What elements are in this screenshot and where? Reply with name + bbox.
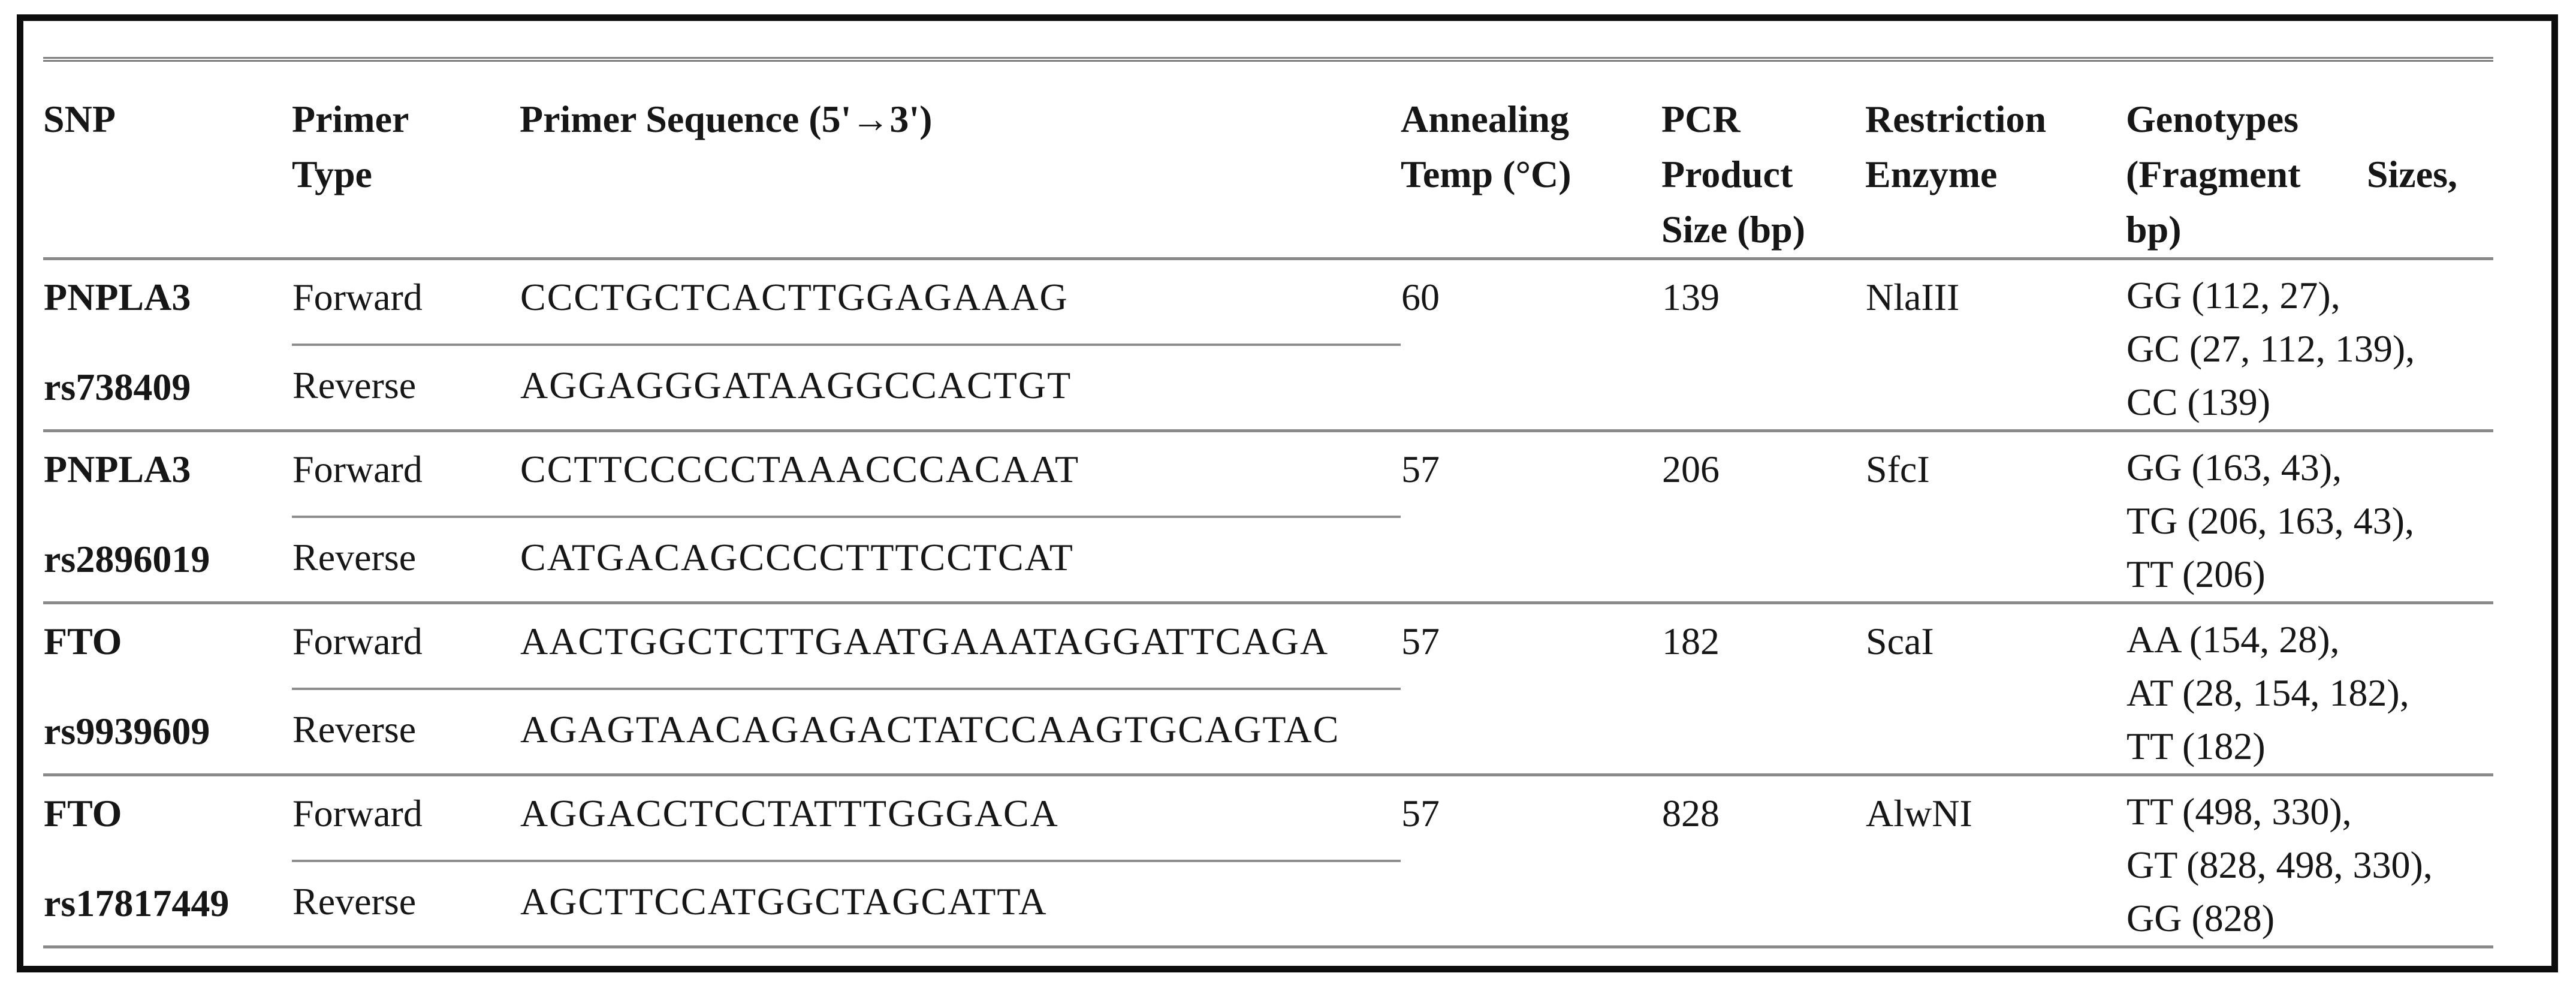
- genotype-line: TT (182): [2126, 725, 2266, 767]
- table-row: PNPLA3 rs2896019 Forward CCTTCCCCCTAAACC…: [43, 430, 2493, 604]
- snp-rsid: rs17817449: [44, 882, 230, 924]
- pcr-product-size-cell: 206: [1661, 430, 1865, 604]
- primer-sequence-cell: AACTGGCTCTTGAATGAAATAGGATTCAGA: [520, 603, 1401, 690]
- genotype-line: TG (206, 163, 43),: [2126, 499, 2414, 542]
- primer-sequence-cell: AGAGTAACAGAGACTATCCAAGTGCAGTAC: [520, 689, 1401, 776]
- col-header-snp: SNP: [43, 57, 292, 260]
- genotypes-cell: TT (498, 330), GT (828, 498, 330), GG (8…: [2126, 775, 2493, 948]
- restriction-enzyme-cell: ScaI: [1865, 603, 2126, 776]
- primer-sequence-cell: AGGAGGGATAAGGCCACTGT: [520, 345, 1401, 432]
- annealing-temp-cell: 57: [1401, 603, 1661, 776]
- table-row: Reverse AGGAGGGATAAGGCCACTGT: [43, 345, 2493, 432]
- annealing-temp-cell: 57: [1401, 430, 1661, 604]
- primers-table: SNP Primer Type Primer Sequence (5'→3') …: [43, 57, 2493, 948]
- primer-sequence-cell: AGGACCTCCTATTTGGGACA: [520, 775, 1401, 862]
- primer-type-cell: Reverse: [292, 517, 520, 604]
- restriction-enzyme-cell: AlwNI: [1865, 775, 2126, 948]
- primer-type-cell: Forward: [292, 258, 520, 346]
- snp-cell: PNPLA3 rs2896019: [43, 430, 292, 604]
- table-header: SNP Primer Type Primer Sequence (5'→3') …: [43, 57, 2493, 260]
- table-row: Reverse AGAGTAACAGAGACTATCCAAGTGCAGTAC: [43, 689, 2493, 776]
- pcr-product-size-cell: 828: [1661, 775, 1865, 948]
- primer-sequence-cell: CCCTGCTCACTTGGAGAAAG: [520, 258, 1401, 346]
- primer-type-cell: Reverse: [292, 861, 520, 948]
- col-header-restriction-enzyme: Restriction Enzyme: [1865, 57, 2126, 260]
- genotypes-cell: GG (112, 27), GC (27, 112, 139), CC (139…: [2126, 258, 2493, 432]
- genotype-line: AA (154, 28),: [2126, 618, 2340, 661]
- snp-rsid: rs9939609: [44, 710, 210, 752]
- col-header-primer-type: Primer Type: [292, 57, 520, 260]
- snp-cell: FTO rs9939609: [43, 603, 292, 776]
- restriction-enzyme-cell: SfcI: [1865, 430, 2126, 604]
- genotype-line: GT (828, 498, 330),: [2126, 844, 2433, 886]
- genotype-line: GC (27, 112, 139),: [2126, 327, 2415, 370]
- snp-gene: PNPLA3: [44, 276, 191, 318]
- table-row: PNPLA3 rs738409 Forward CCCTGCTCACTTGGAG…: [43, 258, 2493, 432]
- genotype-line: GG (112, 27),: [2126, 274, 2340, 317]
- genotype-line: AT (28, 154, 182),: [2126, 671, 2409, 714]
- primer-type-cell: Forward: [292, 603, 520, 690]
- snp-gene: FTO: [44, 620, 122, 662]
- genotype-line: CC (139): [2126, 381, 2270, 423]
- annealing-temp-cell: 57: [1401, 775, 1661, 948]
- table-row: FTO rs17817449 Forward AGGACCTCCTATTTGGG…: [43, 775, 2493, 948]
- genotypes-cell: AA (154, 28), AT (28, 154, 182), TT (182…: [2126, 603, 2493, 776]
- genotype-line: TT (206): [2126, 553, 2266, 595]
- col-header-pcr-product-size: PCR Product Size (bp): [1661, 57, 1865, 260]
- primer-type-cell: Reverse: [292, 345, 520, 432]
- annealing-temp-cell: 60: [1401, 258, 1661, 432]
- pcr-product-size-cell: 182: [1661, 603, 1865, 776]
- col-header-genotypes: Genotypes (Fragment Sizes, bp): [2126, 57, 2493, 260]
- primer-type-cell: Reverse: [292, 689, 520, 776]
- genotype-line: GG (163, 43),: [2126, 446, 2342, 489]
- genotype-line: TT (498, 330),: [2126, 790, 2352, 833]
- snp-gene: FTO: [44, 792, 122, 835]
- snp-cell: PNPLA3 rs738409: [43, 258, 292, 432]
- snp-cell: FTO rs17817449: [43, 775, 292, 948]
- pcr-product-size-cell: 139: [1661, 258, 1865, 432]
- genotype-line: GG (828): [2126, 897, 2275, 939]
- restriction-enzyme-cell: NlaIII: [1865, 258, 2126, 432]
- primer-sequence-cell: CCTTCCCCCTAAACCCACAAT: [520, 430, 1401, 518]
- table-row: Reverse AGCTTCCATGGCTAGCATTA: [43, 861, 2493, 948]
- table-row: FTO rs9939609 Forward AACTGGCTCTTGAATGAA…: [43, 603, 2493, 776]
- col-header-annealing-temp: Annealing Temp (°C): [1401, 57, 1661, 260]
- snp-rsid: rs738409: [44, 366, 191, 408]
- snp-gene: PNPLA3: [44, 448, 191, 490]
- snp-rsid: rs2896019: [44, 538, 210, 580]
- col-header-primer-sequence: Primer Sequence (5'→3'): [520, 57, 1401, 260]
- table-row: Reverse CATGACAGCCCCTTTCCTCAT: [43, 517, 2493, 604]
- header-row: SNP Primer Type Primer Sequence (5'→3') …: [43, 57, 2493, 260]
- genotypes-cell: GG (163, 43), TG (206, 163, 43), TT (206…: [2126, 430, 2493, 604]
- primer-type-cell: Forward: [292, 430, 520, 518]
- primer-sequence-cell: CATGACAGCCCCTTTCCTCAT: [520, 517, 1401, 604]
- primer-type-cell: Forward: [292, 775, 520, 862]
- primer-sequence-cell: AGCTTCCATGGCTAGCATTA: [520, 861, 1401, 948]
